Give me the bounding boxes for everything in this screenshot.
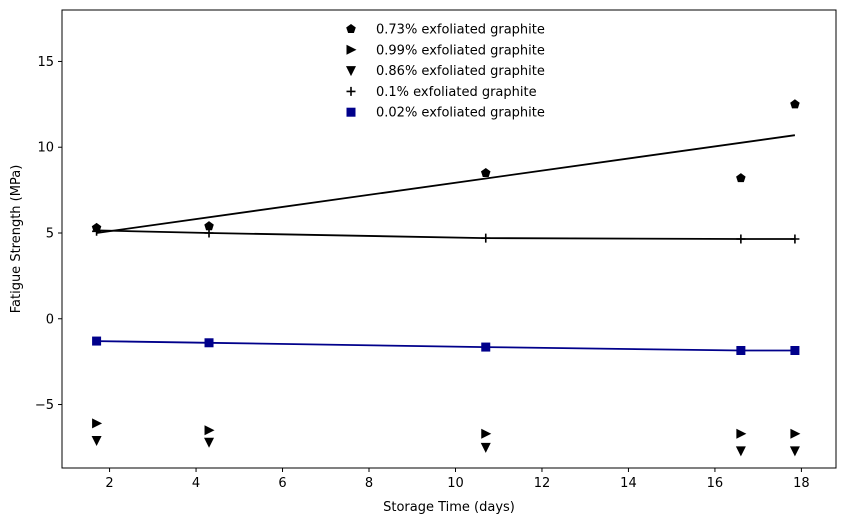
series-2-point <box>204 437 215 448</box>
series-3-point <box>481 233 491 243</box>
legend-marker-3 <box>346 86 356 96</box>
series-3-point <box>736 234 746 244</box>
series-3-point <box>790 234 800 244</box>
legend-label-2: 0.86% exfoliated graphite <box>376 64 545 79</box>
series-0-point <box>481 168 491 177</box>
legend-label-1: 0.99% exfoliated graphite <box>376 43 545 58</box>
series-1-point <box>204 425 215 436</box>
plot-marks <box>91 99 801 457</box>
series-2-point <box>789 446 800 457</box>
series-2-point <box>480 442 491 453</box>
x-tick-label: 4 <box>192 476 200 491</box>
series-0-point <box>736 173 746 183</box>
x-tick-label: 14 <box>620 476 637 491</box>
legend: 0.73% exfoliated graphite 0.99% exfoliate… <box>346 23 545 121</box>
x-tick-label: 16 <box>707 476 724 491</box>
series-1-point <box>481 428 492 439</box>
series-4-point <box>204 338 214 348</box>
legend-marker-4 <box>346 107 356 117</box>
x-tick-label: 18 <box>793 476 810 491</box>
series-1-point <box>790 428 801 439</box>
legend-label-0: 0.73% exfoliated graphite <box>376 23 545 38</box>
y-tick-label: 5 <box>46 226 54 241</box>
series-4-point <box>790 345 800 355</box>
series-3-point <box>204 228 214 238</box>
series-3-line <box>96 229 795 240</box>
x-tick-label: 12 <box>534 476 551 491</box>
y-tick-label: 0 <box>46 312 54 327</box>
legend-marker-1 <box>346 44 357 55</box>
series-1-point <box>92 418 103 429</box>
series-1-point <box>736 428 747 439</box>
y-tick-label: 15 <box>37 55 54 70</box>
y-tick-label: 10 <box>37 141 54 156</box>
series-0-line <box>96 134 796 234</box>
x-tick-label: 10 <box>447 476 464 491</box>
y-axis-ticks: −5 0 5 10 15 <box>35 55 62 413</box>
series-0-point <box>204 221 214 231</box>
series-4-line <box>96 340 795 352</box>
plot-area-frame <box>61 9 837 469</box>
legend-label-3: 0.1% exfoliated graphite <box>376 85 537 100</box>
x-axis-label: Storage Time (days) <box>383 500 515 515</box>
legend-marker-2 <box>346 66 356 77</box>
x-axis-ticks: 2 4 6 8 10 12 14 16 18 <box>105 468 810 491</box>
series-2-point <box>91 436 102 447</box>
series-4-point <box>92 336 102 346</box>
x-tick-label: 6 <box>278 476 286 491</box>
legend-marker-0 <box>346 24 356 33</box>
legend-label-4: 0.02% exfoliated graphite <box>376 106 545 121</box>
y-axis-label: Fatigue Strength (MPa) <box>9 165 24 314</box>
x-tick-label: 2 <box>105 476 113 491</box>
series-2-point <box>735 446 746 457</box>
series-4-point <box>481 342 491 352</box>
series-3-point <box>92 226 102 236</box>
series-0-point <box>790 99 800 109</box>
x-tick-label: 8 <box>365 476 373 491</box>
series-4-point <box>736 345 746 355</box>
y-tick-label: −5 <box>35 398 54 413</box>
